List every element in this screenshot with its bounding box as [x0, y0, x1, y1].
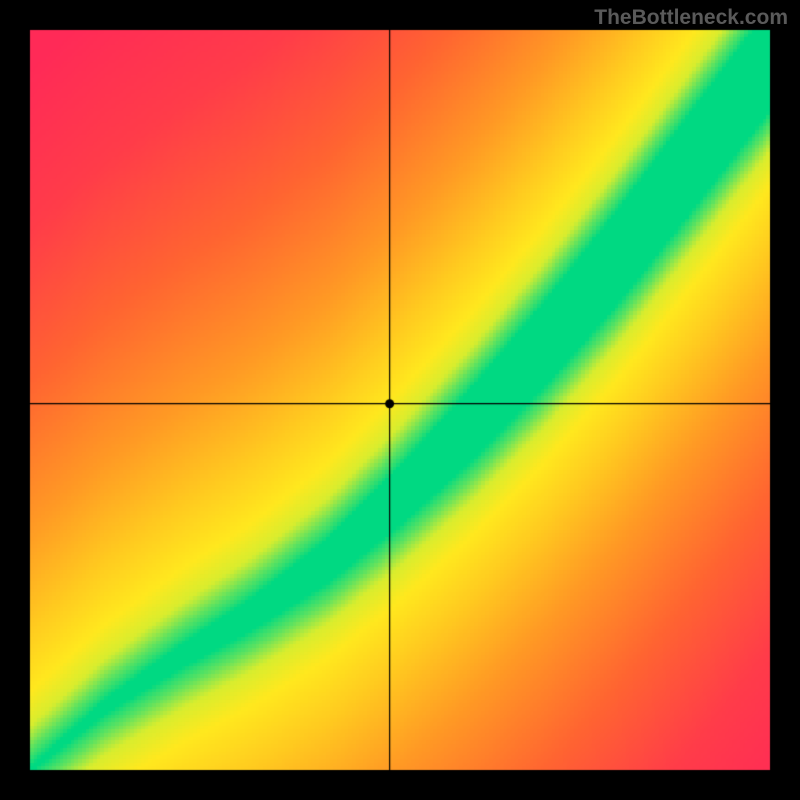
attribution-text: TheBottleneck.com	[594, 6, 788, 30]
bottleneck-heatmap	[0, 0, 800, 800]
chart-container: TheBottleneck.com	[0, 0, 800, 800]
